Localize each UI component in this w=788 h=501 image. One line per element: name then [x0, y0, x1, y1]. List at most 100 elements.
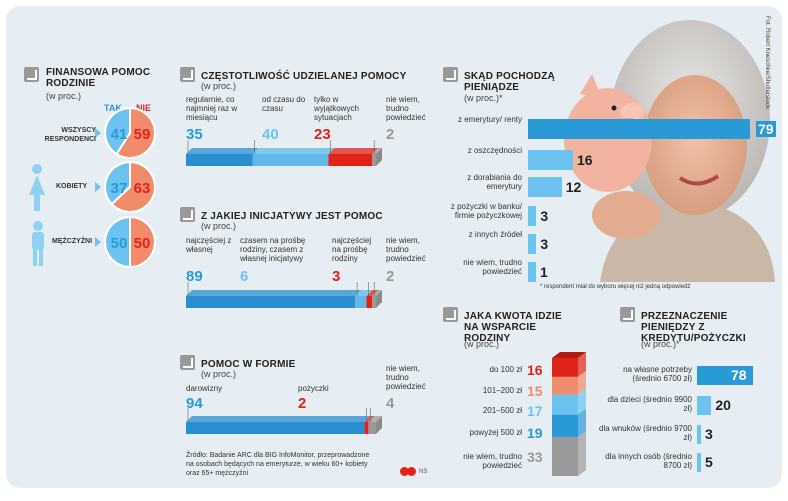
- source-money-value: 3: [540, 208, 549, 224]
- pie-outline: [104, 161, 156, 213]
- freq-cat-3: nie wiem, trudno powiedzieć: [386, 95, 426, 122]
- purpose-subtitle: (w proc.)*: [641, 339, 680, 349]
- pointer-icon: [95, 237, 101, 247]
- bar-segment-top: [328, 148, 379, 154]
- init-value-1: 6: [240, 268, 249, 285]
- bar-segment: [372, 296, 376, 308]
- source-money-title: SKĄD POCHODZĄ PIENIĄDZE: [464, 71, 555, 93]
- man-icon: [32, 221, 44, 266]
- bar-segment-top: [186, 148, 259, 154]
- source-line: oraz 65+ mężczyźni: [186, 470, 249, 477]
- woman-photo: [564, 20, 775, 282]
- stack-segment: [552, 394, 578, 415]
- bar-side: [376, 290, 382, 308]
- form-value-2: 4: [386, 395, 395, 412]
- source-money-bar: [528, 119, 750, 139]
- amount-value: 17: [527, 403, 543, 419]
- init-value-3: 2: [386, 268, 395, 285]
- stack-side: [578, 352, 586, 377]
- arrow-icon: [180, 67, 195, 82]
- legend-nie: NIE: [136, 103, 152, 113]
- bar-segment: [355, 296, 367, 308]
- init-title: Z JAKIEJ INICJATYWY JEST POMOC: [201, 211, 383, 222]
- bar-segment-top: [372, 148, 382, 154]
- arrow-icon: [180, 355, 195, 370]
- amount-label: do 100 zł: [489, 365, 522, 374]
- source-note: Źródło: Badanie ARC dla BIG InfoMonitor,…: [186, 451, 406, 478]
- source-money-bar: [528, 177, 562, 197]
- amount-value: 33: [527, 449, 543, 465]
- stack-segment: [552, 358, 578, 377]
- source-money-label: z innych źródeł: [468, 230, 522, 239]
- purpose-value: 3: [705, 426, 713, 442]
- form-value-1: 2: [298, 395, 307, 412]
- arrow-icon: [620, 307, 635, 322]
- pie-title: FINANSOWA POMOC RODZINIE: [46, 67, 151, 89]
- logo-text: NS: [419, 469, 428, 475]
- init-cat-3: nie wiem, trudno powiedzieć: [386, 236, 426, 263]
- freq-cat-2: tylko w wyjątkowych sytuacjach: [314, 95, 359, 122]
- source-money-bar: [528, 150, 573, 170]
- purpose-label: dla innych osób (średnio 8700 zł): [605, 452, 692, 470]
- stack-side: [578, 370, 586, 395]
- pie-subtitle: (w proc.): [46, 91, 82, 101]
- stack-segment: [552, 376, 578, 395]
- form-bar: [186, 408, 382, 434]
- bar-segment: [186, 154, 253, 166]
- bar-segment: [372, 154, 376, 166]
- source-money-label: z emerytury/ renty: [457, 115, 522, 124]
- stack-segment: [552, 414, 578, 438]
- purpose-bar: [697, 453, 701, 472]
- arrow-icon: [24, 67, 39, 82]
- purpose-value: 5: [705, 454, 713, 470]
- source-money-value: 3: [540, 236, 549, 252]
- init-bar: [186, 282, 382, 308]
- freq-value-0: 35: [186, 126, 203, 143]
- freq-subtitle: (w proc.): [201, 81, 237, 91]
- pie-value-nie: 63: [134, 180, 151, 197]
- bar-side: [376, 416, 382, 434]
- bar-segment-top: [186, 290, 362, 296]
- source-money-label: z oszczędności: [467, 146, 522, 155]
- stack-side: [578, 408, 586, 438]
- source-money-value: 16: [576, 152, 593, 168]
- amount-stack: [552, 352, 586, 476]
- legend-tak: TAK: [104, 103, 122, 113]
- pointer-icon: [95, 182, 101, 192]
- bar-segment: [364, 422, 369, 434]
- source-money-value: 79: [756, 121, 776, 137]
- source-money-label: z pożyczki w banku/ firmie pożyczkowej: [450, 202, 522, 220]
- amount-label: powyżej 500 zł: [469, 428, 522, 437]
- init-value-2: 3: [332, 268, 341, 285]
- form-value-0: 94: [186, 395, 203, 412]
- init-cat-0: najczęściej z własnej: [186, 236, 232, 254]
- bar-segment: [328, 154, 373, 166]
- amount-value: 15: [527, 383, 543, 399]
- bar-segment: [366, 296, 373, 308]
- freq-bar: [186, 140, 382, 166]
- amount-value: 16: [527, 362, 543, 378]
- source-money-label: z dorabiania do emerytury: [467, 173, 522, 191]
- arrow-icon: [443, 67, 458, 82]
- bar-segment-top: [355, 290, 373, 296]
- form-cat-0: darowizny: [186, 384, 223, 393]
- source-money-bar: [528, 206, 537, 226]
- form-cat-2: nie wiem, trudno powiedzieć: [386, 364, 426, 391]
- freq-value-3: 2: [386, 126, 395, 143]
- bar-segment-top: [372, 290, 382, 296]
- source-line: Źródło: Badanie ARC dla BIG InfoMonitor,…: [186, 452, 370, 459]
- group-label-all: WSZYSCY RESPONDENCI: [44, 127, 96, 143]
- stack-side: [578, 388, 586, 415]
- bar-segment-top: [252, 148, 335, 154]
- pie-value-nie: 50: [134, 235, 151, 252]
- purpose-bar: [697, 425, 701, 444]
- form-subtitle: (w proc.): [201, 369, 237, 379]
- arrow-icon: [443, 307, 458, 322]
- logo-dot-icon: [400, 467, 409, 476]
- pie-value-nie: 59: [134, 126, 151, 143]
- stack-segment: [552, 437, 578, 476]
- pie-outline: [104, 107, 156, 159]
- purpose-label: na własne potrzeby (średnio 6700 zł): [623, 365, 692, 383]
- woman-icon: [29, 164, 45, 211]
